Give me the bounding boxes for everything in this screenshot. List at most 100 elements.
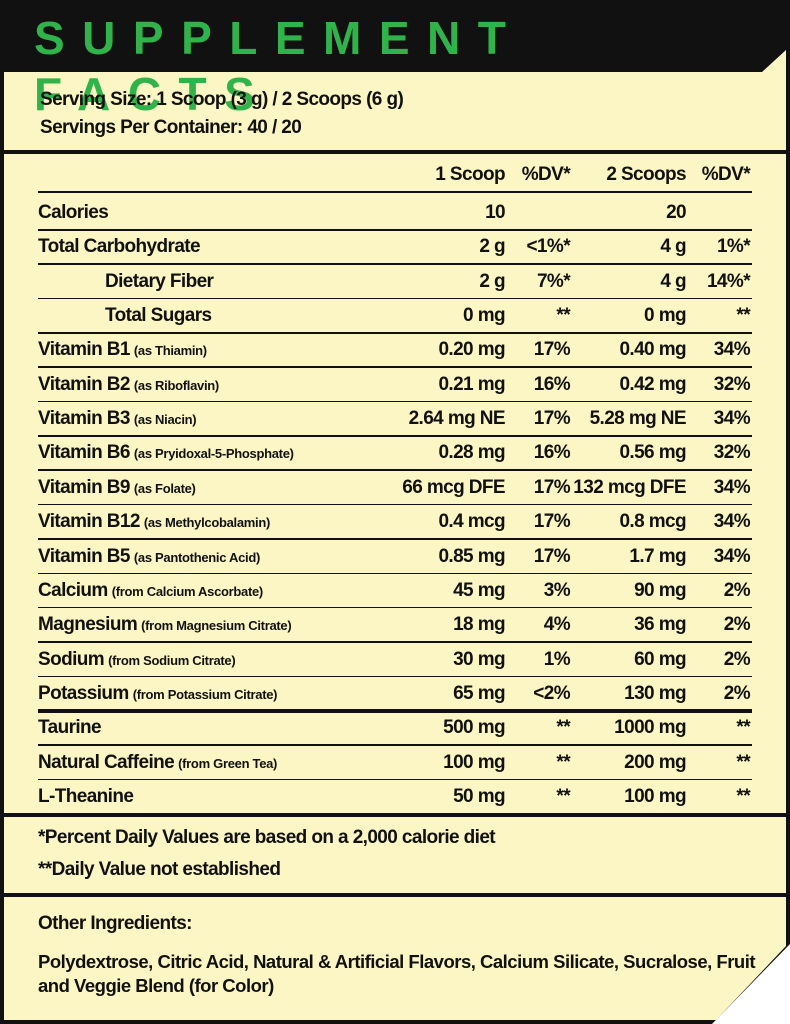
- nutrient-cell: 0 mg: [644, 305, 687, 327]
- nutrient-cell: 0.42 mg: [619, 373, 686, 395]
- nutrient-cell: 2%: [723, 648, 751, 670]
- nutrient-cell: 2 g: [479, 270, 505, 292]
- nutrient-cell: 1000 mg: [614, 717, 686, 739]
- nutrient-source: (as Niacin): [133, 412, 197, 428]
- nutrient-row-label: Natural Caffeine (from Green Tea): [38, 751, 277, 776]
- row-rule: [38, 366, 752, 368]
- nutrient-name: Calories: [38, 202, 109, 223]
- nutrient-cell: **: [556, 785, 570, 807]
- nutrient-name: Vitamin B9: [38, 476, 130, 498]
- nutrient-name: Magnesium: [38, 614, 138, 636]
- nutrient-cell: 4%: [543, 614, 571, 636]
- nutrient-cell: 2%: [723, 614, 751, 636]
- nutrient-cell: 16%: [533, 442, 571, 464]
- nutrient-cell: 20: [666, 202, 687, 223]
- section-divider: [4, 150, 786, 154]
- nutrient-source: (as Pryidoxal-5-Phosphate): [133, 446, 294, 462]
- nutrient-cell: 90 mg: [634, 579, 687, 601]
- nutrient-cell: 50 mg: [453, 785, 506, 807]
- nutrient-row-label: Potassium (from Potassium Citrate): [38, 682, 277, 707]
- nutrient-cell: 32%: [713, 373, 751, 395]
- nutrient-cell: **: [556, 305, 570, 327]
- nutrient-cell: 65 mg: [453, 682, 506, 704]
- nutrient-cell: 0.85 mg: [438, 545, 505, 567]
- nutrient-row-label: Sodium (from Sodium Citrate): [38, 648, 236, 673]
- row-rule: [38, 572, 752, 574]
- row-rule: [38, 503, 752, 506]
- nutrient-name: Calcium: [38, 579, 108, 601]
- servings-per-container: Servings Per Container: 40 / 20: [40, 117, 302, 138]
- nutrient-row-label: Vitamin B12 (as Methylcobalamin): [38, 510, 270, 535]
- label-panel: [4, 50, 786, 1020]
- row-rule: [38, 297, 752, 300]
- nutrient-cell: 3%: [543, 579, 571, 601]
- row-rule: [38, 229, 752, 231]
- nutrient-cell: 17%: [533, 545, 571, 567]
- nutrient-cell: 17%: [533, 476, 571, 498]
- nutrient-cell: 17%: [533, 339, 571, 361]
- nutrient-source: (from Calcium Ascorbate): [111, 583, 264, 599]
- nutrient-row-label: Calcium (from Calcium Ascorbate): [38, 579, 263, 604]
- nutrient-name: Natural Caffeine: [38, 751, 175, 773]
- nutrient-cell: 2%: [723, 579, 751, 601]
- nutrient-cell: 1%*: [716, 236, 751, 258]
- thick-rule: [38, 708, 752, 713]
- nutrient-cell: 100 mg: [624, 785, 686, 807]
- column-header: 2 Scoops: [606, 164, 686, 185]
- nutrient-name: Potassium: [38, 682, 129, 704]
- row-rule: [38, 400, 752, 403]
- nutrient-source: (from Magnesium Citrate): [141, 618, 292, 634]
- nutrient-cell: 4 g: [660, 236, 686, 258]
- nutrient-cell: 500 mg: [443, 717, 505, 739]
- nutrient-cell: 34%: [713, 476, 751, 498]
- nutrient-cell: 1%: [543, 648, 571, 670]
- nutrient-source: (as Methylcobalamin): [143, 515, 271, 531]
- nutrient-cell: 34%: [713, 545, 751, 567]
- nutrient-cell: 0.8 mcg: [619, 511, 686, 533]
- nutrient-cell: 4 g: [660, 270, 686, 292]
- ingredients-title: Other Ingredients:: [38, 913, 192, 934]
- nutrient-name: Sodium: [38, 648, 105, 670]
- row-rule: [38, 435, 752, 437]
- nutrient-cell: 10: [485, 202, 506, 223]
- row-rule: [38, 675, 752, 678]
- nutrient-source: (from Potassium Citrate): [132, 686, 278, 702]
- nutrient-cell: 0.4 mcg: [438, 511, 505, 533]
- nutrient-row-label: Total Carbohydrate: [38, 235, 201, 259]
- row-rule: [38, 469, 752, 471]
- section-divider: [4, 893, 786, 897]
- nutrient-cell: 45 mg: [453, 579, 506, 601]
- nutrient-cell: 100 mg: [443, 751, 505, 773]
- row-rule: [38, 263, 752, 265]
- nutrient-cell: 17%: [533, 408, 571, 430]
- nutrient-source: (as Pantothenic Acid): [133, 549, 260, 565]
- header-rule: [38, 191, 752, 193]
- nutrient-cell: 32%: [713, 442, 751, 464]
- nutrient-cell: 66 mcg DFE: [402, 476, 505, 498]
- nutrient-name: Taurine: [38, 717, 102, 739]
- nutrient-row-label: Vitamin B9 (as Folate): [38, 476, 196, 501]
- nutrient-cell: 34%: [713, 408, 751, 430]
- nutrient-source: (from Green Tea): [178, 755, 278, 771]
- nutrient-cell: 0.56 mg: [619, 442, 686, 464]
- nutrient-cell: 200 mg: [624, 751, 686, 773]
- nutrient-cell: 7%*: [536, 270, 571, 292]
- nutrient-name: Vitamin B3: [38, 408, 130, 430]
- nutrient-name: Vitamin B12: [38, 511, 140, 533]
- nutrient-row-label: Total Sugars: [105, 304, 212, 328]
- nutrient-name: Vitamin B5: [38, 545, 130, 567]
- nutrient-cell: <1%*: [526, 236, 570, 258]
- nutrient-cell: 0 mg: [463, 305, 506, 327]
- footnote: *Percent Daily Values are based on a 2,0…: [38, 827, 496, 848]
- nutrient-cell: 2%: [723, 682, 751, 704]
- row-rule: [38, 778, 752, 781]
- nutrient-source: (as Riboflavin): [133, 377, 219, 393]
- nutrient-row-label: Calories: [38, 201, 109, 225]
- nutrient-cell: 0.28 mg: [438, 442, 505, 464]
- nutrient-cell: 5.28 mg NE: [589, 408, 687, 430]
- nutrient-cell: 132 mcg DFE: [573, 476, 686, 498]
- column-header: %DV*: [521, 164, 571, 185]
- row-rule: [38, 641, 752, 643]
- row-rule: [38, 538, 752, 540]
